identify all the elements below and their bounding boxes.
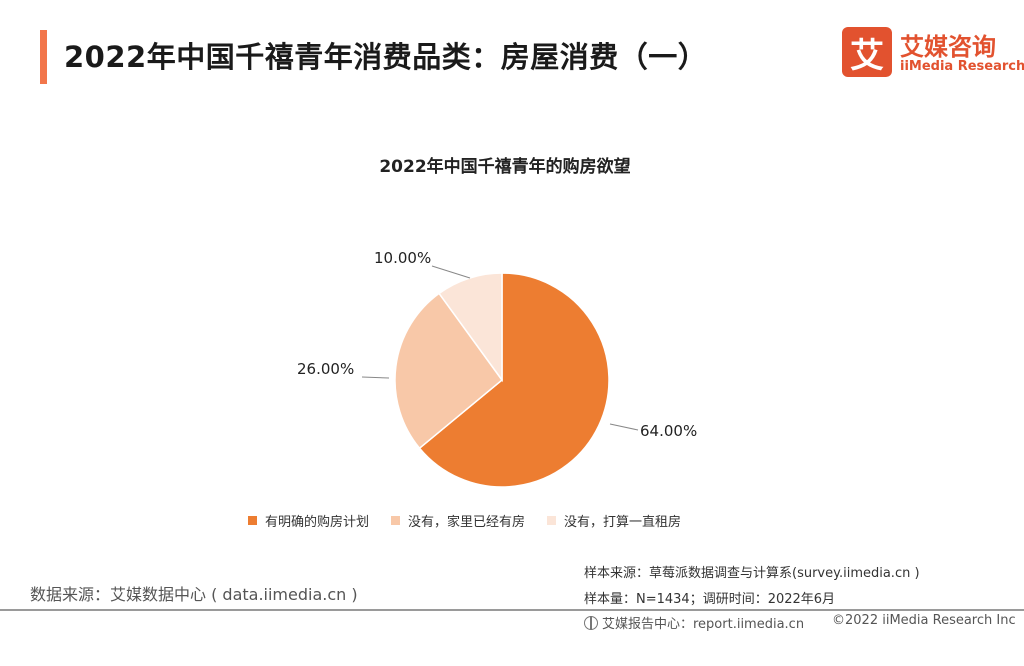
legend-item-plan-to-buy: 有明确的购房计划 <box>248 511 369 530</box>
slice-data-label: 64.00% <box>640 422 697 440</box>
legend-label: 没有，打算一直租房 <box>564 515 682 530</box>
legend-swatch <box>391 516 401 525</box>
logo-name-cn: 艾媒咨询 <box>900 33 996 61</box>
report-center-text: 艾媒报告中心：report.iimedia.cn <box>602 617 805 632</box>
legend-swatch <box>547 516 557 525</box>
sample-size-note: 样本量：N=1434；调研时间：2022年6月 <box>584 592 836 607</box>
data-source: 数据来源：艾媒数据中心 ( data.iimedia.cn ) <box>30 585 358 604</box>
slice-leader-line <box>361 376 390 379</box>
slice-family-owns-house <box>394 292 504 450</box>
slice-data-label: 26.00% <box>297 360 354 378</box>
slice-leader-line <box>609 423 639 431</box>
legend-label: 有明确的购房计划 <box>265 515 370 530</box>
logo-name-en: iiMedia Research <box>900 59 1024 74</box>
slice-data-label: 10.00% <box>374 249 431 267</box>
sample-source-note: 样本来源：草莓派数据调查与计算系(survey.iimedia.cn ) <box>584 566 920 581</box>
legend-label: 没有，家里已经有房 <box>408 515 526 530</box>
footer-divider <box>0 609 1024 611</box>
page-title: 2022年中国千禧青年消费品类：房屋消费（一） <box>64 40 708 74</box>
slice-leader-line <box>431 265 471 279</box>
chart-legend: 有明确的购房计划 没有，家里已经有房 没有，打算一直租房 <box>248 511 681 530</box>
copyright: ©2022 iiMedia Research Inc <box>832 613 1016 628</box>
report-center-link[interactable]: 艾媒报告中心：report.iimedia.cn <box>584 613 804 632</box>
legend-item-always-rent: 没有，打算一直租房 <box>547 511 681 530</box>
title-accent-bar <box>40 30 47 84</box>
logo-mark-icon: 艾 <box>842 27 892 77</box>
chart-title: 2022年中国千禧青年的购房欲望 <box>379 157 631 177</box>
globe-icon <box>584 615 598 630</box>
legend-swatch <box>248 516 257 525</box>
slice-plan-to-buy <box>418 272 610 488</box>
legend-item-family-owns-house: 没有，家里已经有房 <box>391 511 525 530</box>
iimedia-logo: 艾 艾媒咨询 iiMedia Research <box>842 27 1024 79</box>
slice-always-rent <box>438 272 503 383</box>
